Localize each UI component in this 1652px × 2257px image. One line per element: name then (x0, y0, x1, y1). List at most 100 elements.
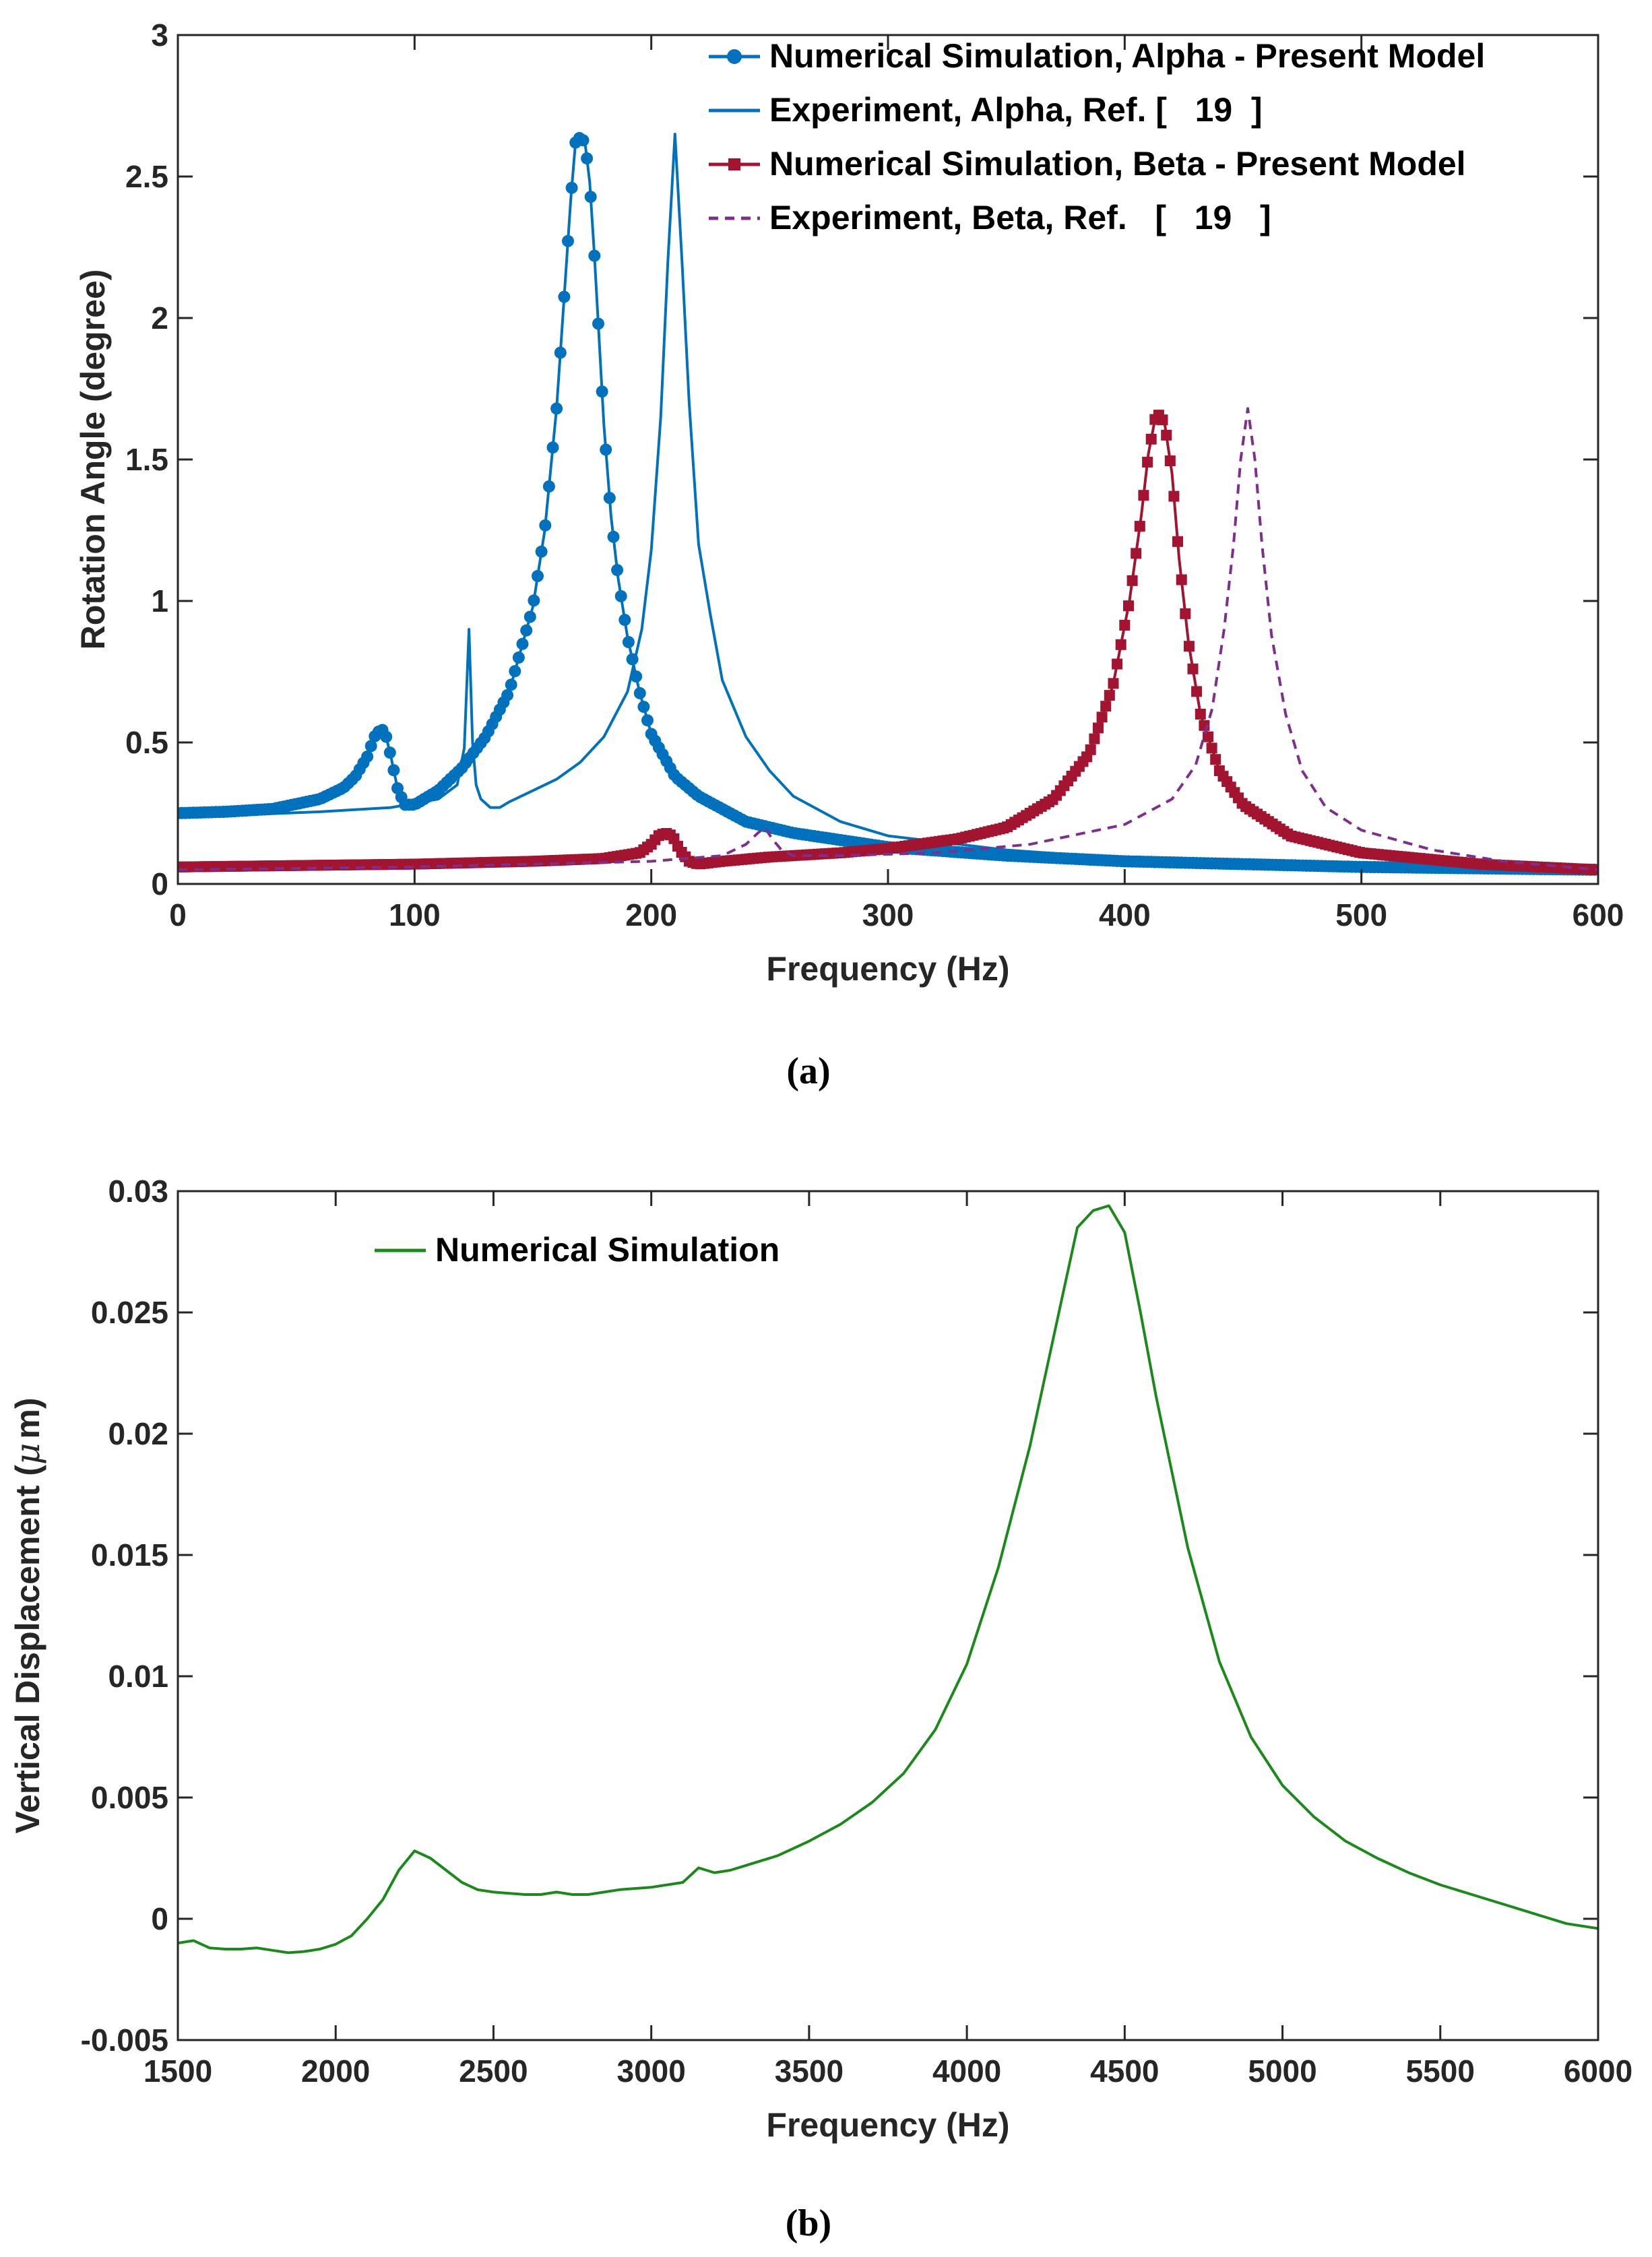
data-point-marker (1157, 414, 1168, 426)
panel-a-series-3-line (178, 407, 1598, 871)
data-point-marker (1138, 490, 1149, 501)
data-point-marker (603, 492, 616, 505)
panel-b-y-axis-label: Vertical Displacement (μ m) (8, 1397, 47, 1833)
data-point-marker (1131, 548, 1142, 559)
data-point-marker (1203, 731, 1213, 742)
data-point-marker (633, 687, 646, 699)
panel-b-y-axis-label-unit: m) (9, 1397, 46, 1438)
panel-a-y-tick-label: 3 (151, 18, 168, 53)
panel-a-y-tick-label: 0.5 (125, 725, 168, 760)
legend-entry-label: Numerical Simulation (435, 1231, 780, 1269)
legend-marker-a-2 (728, 158, 740, 170)
data-point-marker (1085, 744, 1096, 755)
data-point-marker (1180, 608, 1191, 619)
data-point-marker (1104, 690, 1115, 701)
data-point-marker (1168, 490, 1180, 502)
data-point-marker (383, 746, 396, 759)
data-point-marker (592, 317, 604, 330)
data-point-marker (614, 590, 627, 602)
panel-a-x-tick-label: 400 (1099, 897, 1151, 932)
data-point-marker (1145, 433, 1157, 445)
data-point-marker (630, 670, 643, 683)
panel-a-caption: (a) (786, 1050, 830, 1092)
panel-a-y-axis-label: Rotation Angle (degree) (74, 269, 112, 650)
data-point-marker (600, 443, 612, 456)
panel-a-y-tick-label: 1.5 (125, 442, 168, 477)
data-point-marker (581, 152, 594, 165)
data-point-marker (1123, 600, 1134, 612)
data-point-marker (1093, 722, 1104, 734)
panel-a-series-lines (178, 131, 1598, 876)
panel-b-x-tick-label: 6000 (1564, 2054, 1632, 2089)
data-point-marker (539, 519, 552, 532)
data-point-marker (1589, 864, 1598, 875)
data-point-marker (1191, 686, 1203, 697)
data-point-marker (596, 385, 608, 398)
data-point-marker (1206, 742, 1217, 754)
data-point-marker (387, 764, 400, 777)
data-point-marker (361, 751, 374, 763)
data-point-marker (1210, 754, 1221, 765)
data-point-marker (380, 730, 393, 743)
data-point-marker (1115, 639, 1126, 650)
panel-b-x-tick-label: 1500 (144, 2054, 212, 2089)
data-point-marker (637, 701, 650, 713)
panel-b-x-tick-label: 4000 (932, 2054, 1001, 2089)
panel-b-y-tick-label: 0.01 (108, 1659, 168, 1694)
panel-b-x-tick-label: 2500 (459, 2054, 528, 2089)
legend-entry-label: Experiment, Alpha, Ref. [ 19 ] (769, 91, 1263, 129)
data-point-marker (509, 665, 521, 678)
panel-a-x-tick-label: 200 (625, 897, 677, 932)
panel-b-y-tick-label: 0.005 (91, 1780, 168, 1815)
panel-a-x-tick-label: 500 (1335, 897, 1387, 932)
data-point-marker (364, 740, 377, 753)
panel-b-x-tick-label: 4500 (1090, 2054, 1159, 2089)
data-point-marker (542, 480, 555, 492)
data-point-marker (1134, 521, 1145, 532)
panel-a-series-1-line (178, 133, 1598, 873)
panel-a-x-tick-label: 300 (862, 897, 914, 932)
legend-entry-label: Numerical Simulation, Alpha - Present Mo… (769, 37, 1485, 75)
panel-a-y-tick-label: 2.5 (125, 159, 168, 194)
data-point-marker (512, 651, 525, 664)
panel-a-x-axis-label: Frequency (Hz) (766, 950, 1009, 988)
data-point-marker (641, 714, 654, 727)
panel-a-y-tick-label: 0 (151, 866, 168, 901)
data-point-marker (565, 181, 578, 194)
data-point-marker (607, 530, 620, 543)
panel-a-series-2-markers (178, 410, 1598, 875)
panel-b-x-tick-label: 3000 (616, 2054, 685, 2089)
data-point-marker (618, 614, 631, 627)
data-point-marker (622, 636, 635, 648)
data-point-marker (1183, 641, 1195, 652)
panel-b-y-axis-label-mu: μ (8, 1443, 47, 1465)
data-point-marker (516, 637, 529, 650)
panel-b-caption: (b) (786, 2202, 831, 2244)
panel-a-x-tick-label: 100 (389, 897, 441, 932)
data-point-marker (577, 134, 590, 147)
panel-a-y-tick-label: 1 (151, 583, 168, 618)
panel-b-y-tick-label: 0.02 (108, 1416, 168, 1451)
legend-entry-label: Numerical Simulation, Beta - Present Mod… (769, 145, 1466, 183)
panel-b-chart: 1500 2000 2500 3000 3500 4000 4500 5000 5500 6000… (8, 1174, 1632, 2244)
data-point-marker (1108, 678, 1119, 689)
data-point-marker (1100, 701, 1112, 712)
panel-b-ticks: 1500 2000 2500 3000 3500 4000 4500 5000 5500 6000… (81, 1174, 1633, 2089)
data-point-marker (1126, 575, 1138, 586)
data-point-marker (1187, 663, 1199, 674)
data-point-marker (1172, 536, 1183, 547)
data-point-marker (558, 290, 571, 303)
panel-b-x-tick-label: 5000 (1248, 2054, 1316, 2089)
data-point-marker (546, 441, 559, 454)
data-point-marker (1161, 429, 1172, 441)
panel-b-series-0-line (178, 1204, 1598, 1954)
data-point-marker (1096, 711, 1108, 723)
panel-b-y-tick-label: 0.015 (91, 1537, 168, 1572)
panel-a-chart: 0 100 200 300 400 500 600 0 0.5 1 1.5 2 2.5 3 Frequen… (74, 18, 1624, 1092)
data-point-marker (532, 570, 544, 582)
panel-b-y-tick-label: 0 (151, 1901, 168, 1936)
legend-marker-a-0 (727, 49, 742, 64)
data-point-marker (550, 402, 563, 415)
data-point-marker (554, 346, 567, 359)
